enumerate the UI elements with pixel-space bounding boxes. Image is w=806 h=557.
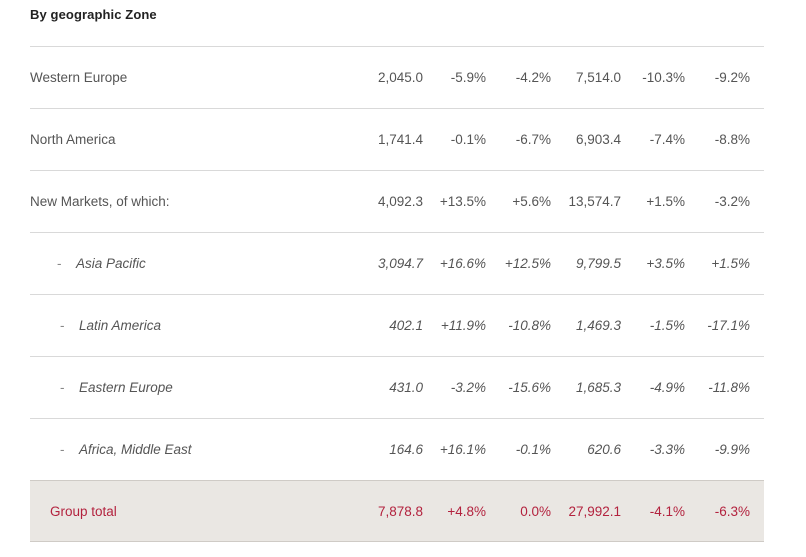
table-cell: -1.5% [649, 318, 685, 333]
row-label: Western Europe [30, 70, 128, 85]
table-row-asia-pacific: - Asia Pacific 3,094.7 +16.6% +12.5% 9,7… [30, 232, 764, 294]
sub-item-dash: - [57, 256, 62, 271]
table-cell: 7,514.0 [575, 70, 621, 85]
row-label: New Markets, of which: [30, 194, 170, 209]
table-cell: +16.1% [439, 442, 486, 457]
table-cell: +3.5% [646, 256, 685, 271]
table-cell: -5.9% [450, 70, 486, 85]
table-cell: 2,045.0 [377, 70, 423, 85]
table-cell: 13,574.7 [568, 194, 621, 209]
table-cell: +13.5% [439, 194, 486, 209]
table-cell: +4.8% [447, 503, 486, 519]
table-cell: 1,741.4 [377, 132, 423, 147]
table-cell: 27,992.1 [568, 503, 621, 519]
table-cell: 402.1 [389, 318, 423, 333]
table-cell: -0.1% [515, 442, 551, 457]
table-cell: 431.0 [389, 380, 423, 395]
table-cell: -10.8% [508, 318, 551, 333]
table-cell: -3.2% [450, 380, 486, 395]
sub-item-dash: - [60, 442, 65, 457]
table-cell: +1.5% [646, 194, 685, 209]
table-cell: 1,685.3 [575, 380, 621, 395]
table-cell: -15.6% [508, 380, 551, 395]
table-cell: 6,903.4 [575, 132, 621, 147]
table-cell: -11.8% [708, 380, 750, 395]
table-row-africa-middle-east: - Africa, Middle East 164.6 +16.1% -0.1%… [30, 418, 764, 480]
sub-item-dash: - [60, 318, 65, 333]
row-label: Africa, Middle East [79, 442, 192, 457]
table-cell: -9.2% [714, 70, 750, 85]
row-label: Asia Pacific [76, 256, 146, 271]
section-title: By geographic Zone [30, 7, 157, 22]
table-cell: -6.3% [714, 503, 750, 519]
table-cell: -3.3% [649, 442, 685, 457]
table-cell: -4.9% [649, 380, 685, 395]
table-cell: 9,799.5 [575, 256, 621, 271]
table-cell: -7.4% [649, 132, 685, 147]
table-cell: 1,469.3 [575, 318, 621, 333]
table-cell: -4.2% [515, 70, 551, 85]
table-cell: +5.6% [512, 194, 551, 209]
table-row-group-total: Group total 7,878.8 +4.8% 0.0% 27,992.1 … [30, 480, 764, 542]
table-cell: 3,094.7 [377, 256, 423, 271]
table-cell: -9.9% [714, 442, 750, 457]
row-label: North America [30, 132, 116, 147]
table-cell: 620.6 [587, 442, 621, 457]
table-cell: -3.2% [714, 194, 750, 209]
table-row-eastern-europe: - Eastern Europe 431.0 -3.2% -15.6% 1,68… [30, 356, 764, 418]
table-cell: -4.1% [649, 503, 685, 519]
table-cell: 164.6 [389, 442, 423, 457]
table-cell: +12.5% [504, 256, 551, 271]
table-cell: 7,878.8 [377, 503, 423, 519]
row-label: Eastern Europe [79, 380, 173, 395]
table-cell: 4,092.3 [377, 194, 423, 209]
table-cell: -17.1% [707, 318, 750, 333]
table-cell: -8.8% [714, 132, 750, 147]
table-cell: -0.1% [450, 132, 486, 147]
zone-table: Western Europe 2,045.0 -5.9% -4.2% 7,514… [30, 46, 764, 542]
table-cell: -10.3% [642, 70, 685, 85]
row-label: Group total [50, 503, 117, 519]
table-row-western-europe: Western Europe 2,045.0 -5.9% -4.2% 7,514… [30, 46, 764, 108]
table-cell: +1.5% [711, 256, 750, 271]
table-row-latin-america: - Latin America 402.1 +11.9% -10.8% 1,46… [30, 294, 764, 356]
table-row-new-markets: New Markets, of which: 4,092.3 +13.5% +5… [30, 170, 764, 232]
table-cell: +11.9% [440, 318, 486, 333]
table-cell: -6.7% [515, 132, 551, 147]
table-cell: +16.6% [439, 256, 486, 271]
table-cell: 0.0% [520, 503, 551, 519]
table-row-north-america: North America 1,741.4 -0.1% -6.7% 6,903.… [30, 108, 764, 170]
sub-item-dash: - [60, 380, 65, 395]
row-label: Latin America [79, 318, 162, 333]
